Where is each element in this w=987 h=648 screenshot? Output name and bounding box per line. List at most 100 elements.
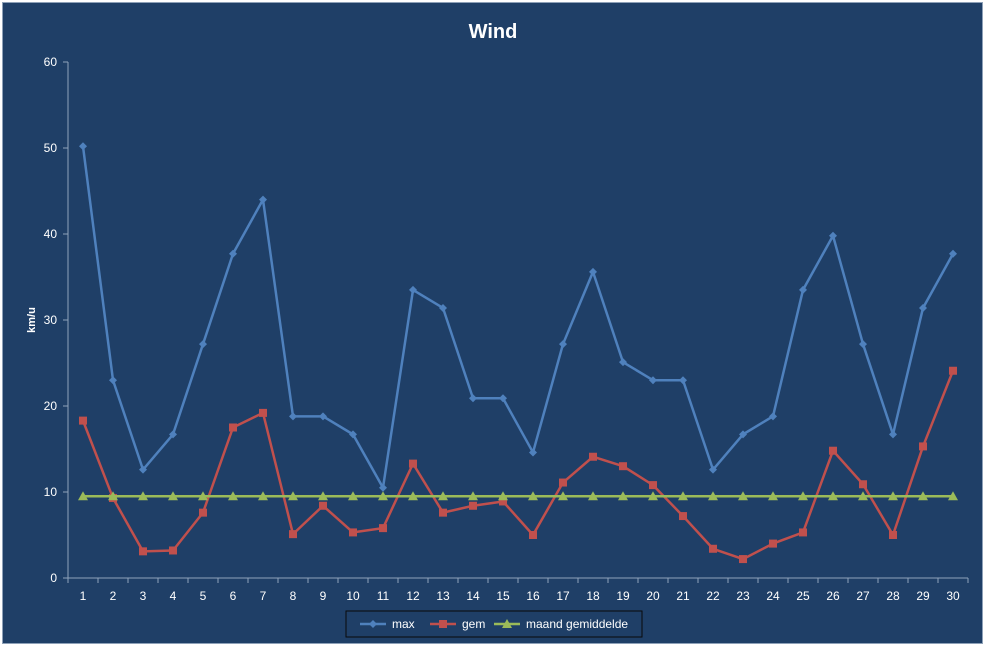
- x-tick-label: 13: [436, 589, 450, 603]
- x-tick-label: 1: [80, 589, 87, 603]
- x-tick-label: 24: [766, 589, 780, 603]
- data-point: [438, 491, 448, 501]
- data-point: [469, 394, 477, 403]
- x-tick-label: 8: [290, 589, 297, 603]
- y-tick-label: 10: [44, 485, 58, 499]
- data-point: [79, 416, 87, 425]
- data-point: [889, 430, 897, 439]
- x-tick-label: 22: [706, 589, 720, 603]
- x-tick-label: 12: [406, 589, 420, 603]
- data-point: [379, 524, 387, 533]
- data-point: [589, 267, 597, 276]
- series-gem: [79, 366, 957, 564]
- data-point: [319, 412, 327, 421]
- data-point: [708, 491, 718, 501]
- data-point: [949, 249, 957, 258]
- x-tick-label: 11: [377, 589, 390, 603]
- y-tick-label: 60: [44, 55, 58, 69]
- data-point: [409, 285, 417, 294]
- y-tick-label: 50: [44, 141, 58, 155]
- data-point: [139, 465, 147, 474]
- series-max: [79, 142, 957, 492]
- data-point: [949, 366, 957, 375]
- series-maand-gemiddelde: [78, 491, 958, 501]
- data-point: [408, 491, 418, 501]
- data-point: [888, 491, 898, 501]
- x-tick-label: 16: [526, 589, 540, 603]
- data-point: [828, 491, 838, 501]
- x-tick-label: 7: [260, 589, 267, 603]
- data-point: [918, 491, 928, 501]
- x-tick-label: 17: [556, 589, 570, 603]
- data-point: [289, 530, 297, 539]
- data-point: [858, 491, 868, 501]
- data-point: [769, 412, 777, 421]
- x-tick-label: 6: [230, 589, 237, 603]
- data-point: [139, 547, 147, 556]
- data-point: [768, 491, 778, 501]
- data-point: [109, 376, 117, 385]
- data-point: [168, 491, 178, 501]
- x-tick-label: 25: [796, 589, 810, 603]
- data-point: [468, 491, 478, 501]
- data-point: [678, 491, 688, 501]
- x-tick-label: 14: [466, 589, 480, 603]
- data-point: [799, 528, 807, 537]
- chart-title: Wind: [469, 21, 518, 43]
- data-point: [529, 448, 537, 457]
- y-tick-label: 30: [44, 313, 58, 327]
- data-point: [199, 340, 207, 349]
- legend-entry: gem: [430, 617, 485, 631]
- legend-marker: [502, 619, 512, 628]
- data-point: [889, 531, 897, 539]
- x-tick-label: 27: [856, 589, 870, 603]
- data-point: [679, 512, 687, 521]
- x-tick-label: 23: [736, 589, 750, 603]
- data-point: [859, 480, 867, 489]
- x-tick-label: 3: [140, 589, 147, 603]
- x-tick-label: 21: [676, 589, 690, 603]
- data-point: [619, 358, 627, 367]
- x-tick-label: 26: [826, 589, 840, 603]
- data-point: [529, 531, 537, 539]
- x-tick-label: 18: [586, 589, 600, 603]
- x-tick-label: 2: [110, 589, 117, 603]
- data-point: [319, 501, 327, 510]
- legend-label: maand gemiddelde: [526, 617, 628, 631]
- x-tick-label: 30: [946, 589, 960, 603]
- data-point: [228, 491, 238, 501]
- data-point: [799, 285, 807, 294]
- series-line: [81, 370, 955, 561]
- data-point: [739, 555, 747, 564]
- data-point: [229, 249, 237, 258]
- x-tick-label: 9: [320, 589, 327, 603]
- y-tick-label: 40: [44, 227, 58, 241]
- data-point: [649, 481, 657, 490]
- data-point: [919, 442, 927, 451]
- data-point: [499, 497, 507, 506]
- data-point: [739, 430, 747, 439]
- data-point: [379, 483, 387, 492]
- x-tick-label: 28: [886, 589, 900, 603]
- legend-label: gem: [462, 617, 485, 631]
- x-tick-label: 19: [616, 589, 630, 603]
- data-point: [259, 195, 267, 204]
- data-point: [259, 408, 267, 417]
- series-line: [81, 146, 955, 489]
- data-point: [439, 508, 447, 517]
- y-tick-label: 0: [50, 571, 57, 585]
- data-point: [798, 491, 808, 501]
- data-point: [409, 459, 417, 468]
- data-point: [348, 491, 358, 501]
- data-point: [709, 465, 717, 474]
- data-point: [198, 491, 208, 501]
- x-tick-label: 5: [200, 589, 207, 603]
- data-point: [349, 528, 357, 537]
- legend: max gem maand gemiddelde: [345, 610, 643, 638]
- data-point: [589, 452, 597, 461]
- legend-marker: [369, 620, 377, 628]
- data-point: [738, 491, 748, 501]
- legend-entry: maand gemiddelde: [494, 617, 628, 631]
